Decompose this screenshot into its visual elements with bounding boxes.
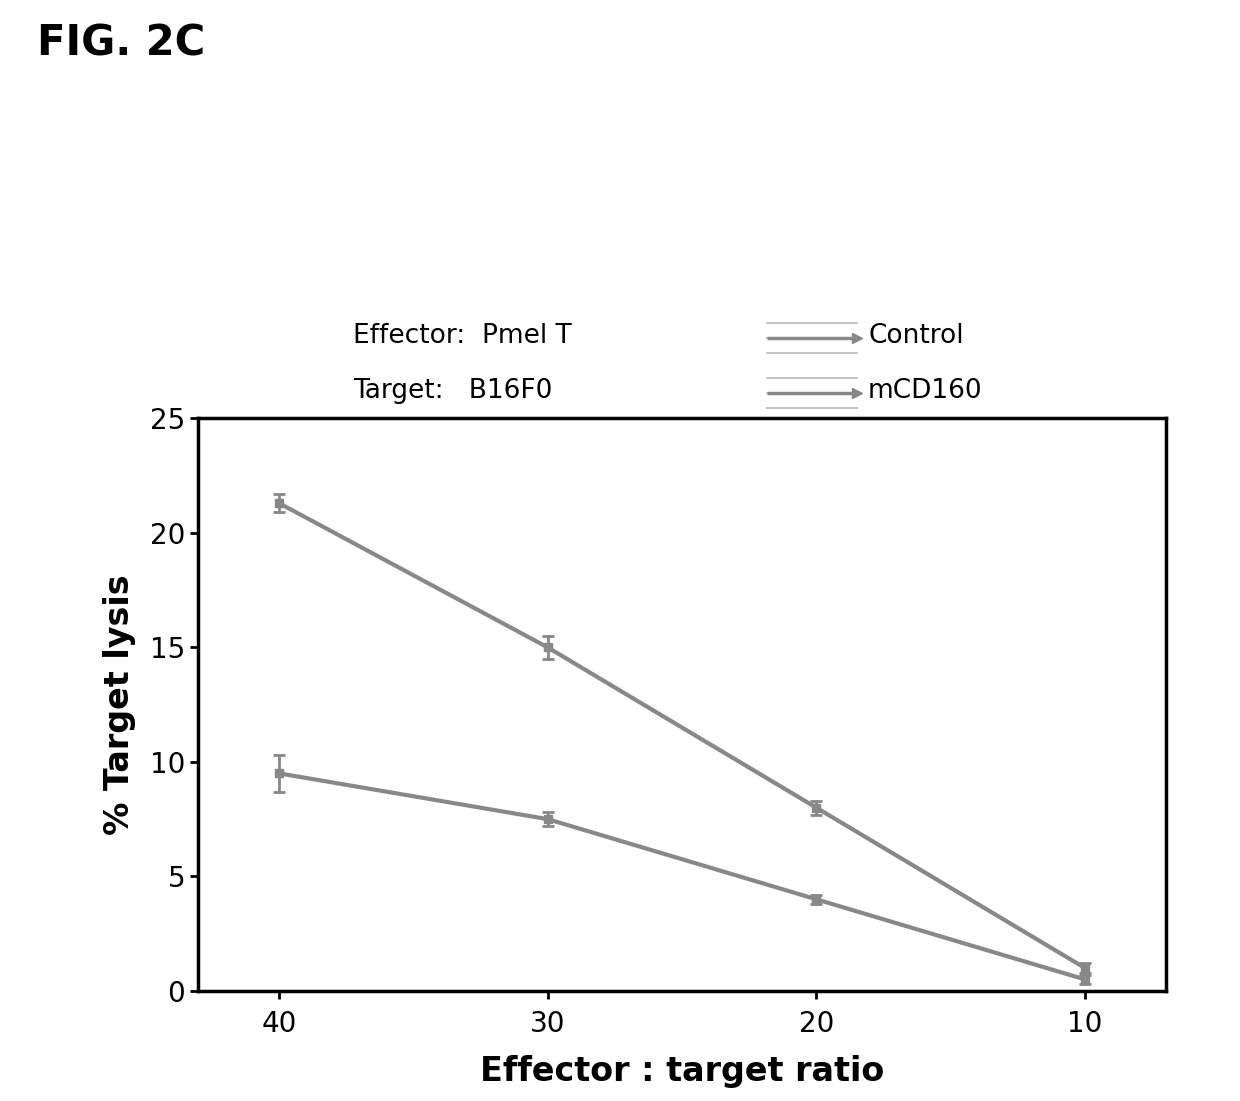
Y-axis label: % Target lysis: % Target lysis <box>103 575 136 835</box>
X-axis label: Effector : target ratio: Effector : target ratio <box>480 1055 884 1088</box>
Text: Effector:  Pmel T: Effector: Pmel T <box>353 323 572 349</box>
Text: mCD160: mCD160 <box>868 378 982 404</box>
Text: Control: Control <box>868 323 963 349</box>
Text: FIG. 2C: FIG. 2C <box>37 22 206 64</box>
Text: Target:   B16F0: Target: B16F0 <box>353 378 553 404</box>
